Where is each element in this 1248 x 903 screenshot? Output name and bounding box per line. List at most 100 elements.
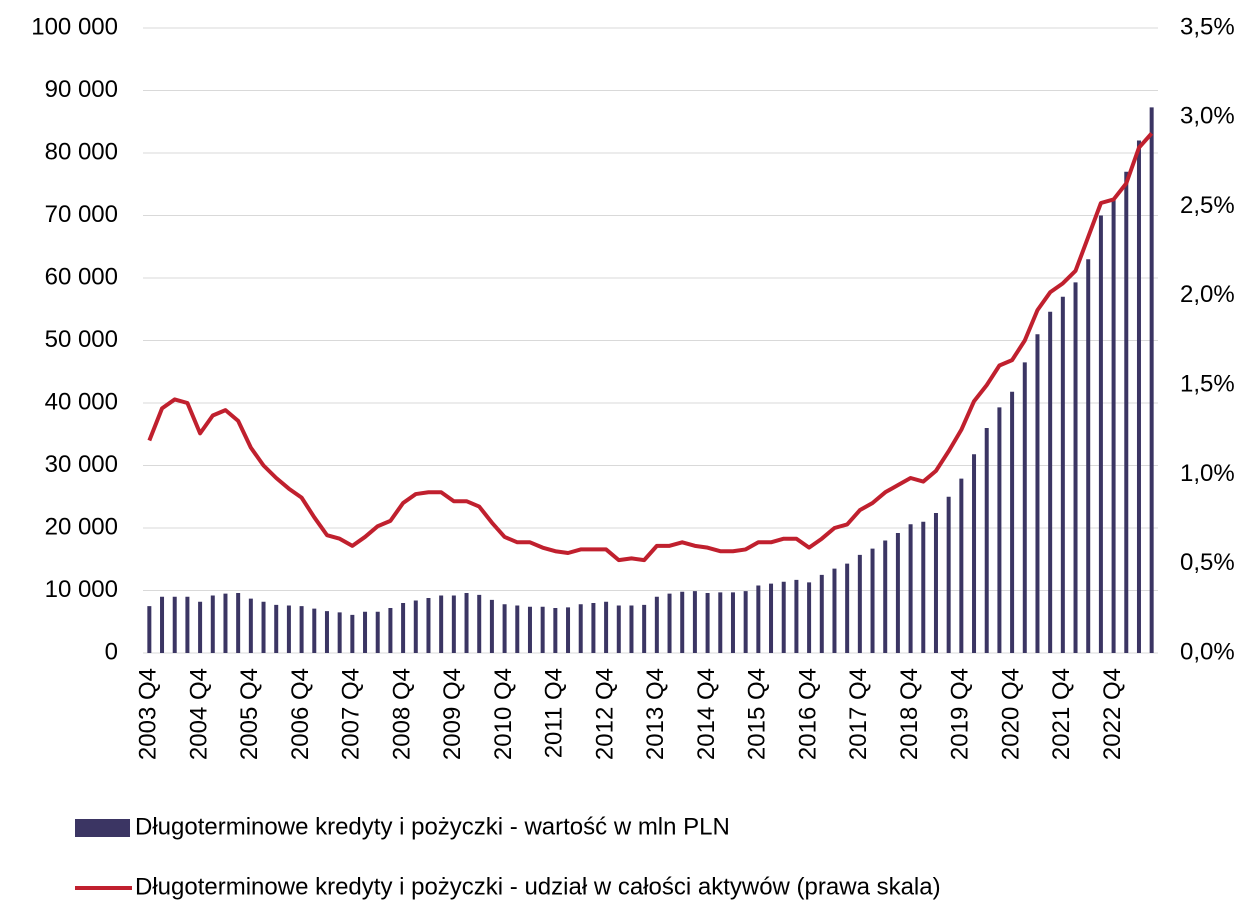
bar: [895, 533, 900, 653]
bar: [426, 598, 431, 653]
x-tick-label: 2011 Q4: [541, 668, 568, 758]
y-tick-label: 80 000: [45, 138, 118, 165]
y-tick-label: 20 000: [45, 513, 118, 540]
bar: [769, 583, 774, 653]
y2-tick-label: 0,5%: [1180, 549, 1235, 576]
x-tick-label: 2016 Q4: [794, 668, 821, 760]
legend-label: Długoterminowe kredyty i pożyczki - wart…: [135, 813, 730, 840]
bar: [274, 604, 279, 653]
bar: [997, 407, 1002, 653]
bar: [553, 608, 558, 653]
bar: [1098, 215, 1103, 653]
y-tick-label: 50 000: [45, 326, 118, 353]
bar: [223, 593, 228, 653]
bar: [515, 605, 520, 653]
bar: [616, 605, 621, 653]
bar: [832, 568, 837, 653]
bar: [1022, 362, 1027, 653]
bar: [654, 596, 659, 653]
x-tick-label: 2017 Q4: [845, 668, 872, 760]
bar: [439, 595, 444, 653]
bar: [1035, 334, 1040, 653]
bar: [642, 604, 647, 653]
y2-tick-label: 3,0%: [1180, 103, 1235, 130]
bar: [845, 563, 850, 653]
x-tick-label: 2006 Q4: [287, 668, 314, 760]
bar: [502, 604, 507, 653]
y2-tick-label: 1,5%: [1180, 370, 1235, 397]
bar: [489, 599, 494, 653]
y-tick-label: 0: [105, 638, 118, 665]
y2-tick-label: 1,0%: [1180, 460, 1235, 487]
y2-tick-label: 2,0%: [1180, 281, 1235, 308]
bar: [604, 601, 609, 653]
bar: [147, 606, 152, 653]
bar: [1086, 259, 1091, 653]
y-tick-label: 90 000: [45, 76, 118, 103]
bar: [236, 593, 241, 653]
bar: [185, 596, 190, 653]
bar: [692, 591, 697, 653]
bar: [946, 496, 951, 653]
bar: [1111, 199, 1116, 653]
bar: [730, 592, 735, 653]
bar: [312, 608, 317, 653]
bar: [261, 601, 266, 653]
bar: [743, 591, 748, 653]
bar: [363, 611, 368, 653]
bar: [972, 454, 977, 653]
bar: [718, 592, 723, 653]
bar: [807, 582, 812, 653]
y2-tick-label: 3,5%: [1180, 13, 1235, 40]
bar: [1136, 140, 1141, 653]
bar: [401, 603, 406, 653]
y-tick-label: 40 000: [45, 388, 118, 415]
bar: [210, 595, 215, 653]
bar: [857, 554, 862, 653]
x-tick-label: 2010 Q4: [490, 668, 517, 760]
x-tick-label: 2020 Q4: [997, 668, 1024, 760]
bar: [984, 428, 989, 653]
bar: [324, 611, 329, 653]
bar: [375, 611, 380, 653]
x-tick-label: 2012 Q4: [591, 668, 618, 760]
bar: [1073, 282, 1078, 653]
x-tick-label: 2004 Q4: [185, 668, 212, 760]
x-tick-label: 2013 Q4: [642, 668, 669, 760]
bar: [959, 478, 964, 653]
bar: [388, 608, 393, 653]
bar: [794, 579, 799, 653]
bar: [160, 596, 165, 653]
bar: [781, 581, 786, 653]
x-tick-label: 2003 Q4: [135, 668, 162, 760]
bar: [350, 614, 355, 653]
bar: [578, 604, 583, 653]
y-tick-label: 70 000: [45, 201, 118, 228]
bar: [629, 605, 634, 653]
bar: [198, 601, 203, 653]
y-tick-label: 30 000: [45, 451, 118, 478]
x-tick-label: 2007 Q4: [338, 668, 365, 760]
bar: [540, 606, 545, 653]
x-tick-label: 2021 Q4: [1048, 668, 1075, 760]
legend-label: Długoterminowe kredyty i pożyczki - udzi…: [135, 873, 941, 900]
y-tick-label: 10 000: [45, 576, 118, 603]
y-tick-label: 60 000: [45, 263, 118, 290]
bar: [756, 585, 761, 653]
x-tick-label: 2005 Q4: [236, 668, 263, 760]
bar: [819, 574, 824, 653]
x-tick-label: 2022 Q4: [1099, 668, 1126, 760]
bar: [172, 596, 177, 653]
bar: [477, 594, 482, 653]
bar: [908, 524, 913, 653]
bar: [1124, 171, 1129, 653]
bar: [527, 606, 532, 653]
bar: [248, 598, 253, 653]
x-tick-label: 2014 Q4: [693, 668, 720, 760]
bar: [451, 595, 456, 653]
bar: [566, 607, 571, 653]
y2-tick-label: 2,5%: [1180, 192, 1235, 219]
bar: [883, 540, 888, 653]
bar: [413, 600, 418, 653]
